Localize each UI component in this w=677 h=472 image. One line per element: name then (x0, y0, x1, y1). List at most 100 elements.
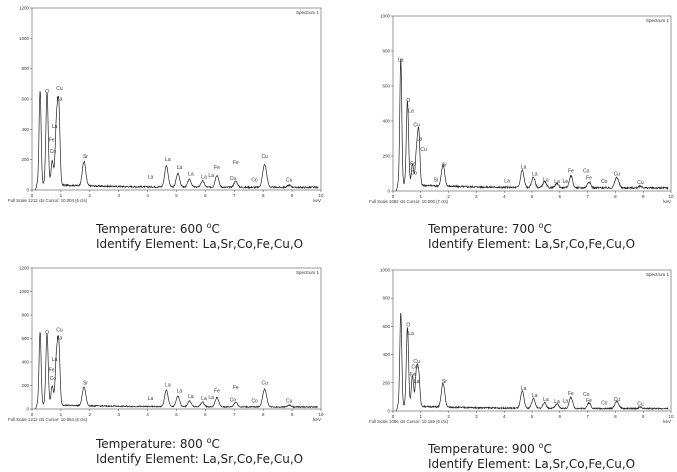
peak-label: Co (230, 176, 237, 182)
peak-label: Co (251, 399, 258, 405)
peak-label: Fe (214, 389, 220, 395)
spectrum-title: Spectrum 1 (296, 270, 320, 275)
peak-label: Fe (568, 169, 574, 175)
y-tick-label: 1200 (19, 266, 30, 271)
peak-label: La (201, 396, 207, 402)
peak-label: Co (50, 149, 57, 155)
x-tick-label: 2 (447, 414, 450, 419)
y-tick-label: 1000 (380, 268, 391, 273)
footer-text: Full Scale 1086 cts Cursor: 10.169 (6 ct… (369, 419, 449, 424)
caption-temperature: Temperature: 900 (428, 442, 535, 456)
x-tick-label: 4 (503, 194, 506, 199)
spectrum-panel-700: 0 200 400 600 800 1000 0 1 2 3 4 5 6 7 8 9 10 keV Full Sca… (367, 10, 677, 208)
plot-frame (392, 15, 672, 192)
y-tick-label: 1000 (19, 289, 30, 294)
x-tick-label: 3 (475, 194, 478, 199)
y-tick-label: 800 (21, 313, 29, 318)
y-tick-label: 600 (382, 324, 390, 329)
x-tick-label: 1 (60, 412, 63, 417)
peak-label: Le (563, 179, 569, 185)
peak-label: Cu (286, 178, 293, 184)
y-tick-label: 0 (387, 189, 390, 194)
peak-label: La (52, 124, 58, 130)
peak-label: La (521, 386, 527, 392)
plot-frame (392, 269, 672, 412)
peak-label: Fe (586, 176, 592, 182)
peak-label: Cu (261, 380, 268, 386)
y-tick-label: 400 (382, 119, 390, 124)
peak-label: Cu (637, 401, 644, 407)
y-tick-label: 0 (26, 188, 29, 193)
peak-label: Sr (442, 379, 447, 385)
spectrum-panel-600: 0 200 400 600 800 1000 1200 0 1 2 3 4 5 6 7 8 9 10 keV Full… (6, 2, 327, 207)
peak-label: Co (601, 401, 608, 407)
caption-unit: C (543, 442, 552, 456)
x-tick-label: 1 (60, 193, 63, 198)
peak-label: La (543, 397, 549, 403)
peak-label: Sr (83, 154, 88, 160)
peak-label: La (188, 172, 194, 178)
peak-label: La (521, 164, 527, 170)
peak-label: Co (411, 365, 418, 371)
peak-label: Co (583, 169, 590, 175)
x-tick-label: 0 (31, 412, 34, 417)
peak-label: La (165, 157, 171, 163)
peak-label: Cu (56, 86, 63, 92)
x-tick-label: 7 (586, 194, 589, 199)
x-tick-label: 9 (291, 193, 294, 198)
y-tick-label: 200 (382, 380, 390, 385)
x-tick-label: 0 (392, 414, 395, 419)
peak-label: Sr (442, 163, 447, 169)
peak-label: La (532, 171, 538, 177)
x-tick-label: 7 (586, 414, 589, 419)
y-tick-label: 200 (21, 157, 29, 162)
peak-label: Co (601, 179, 608, 185)
peak-label: La (208, 395, 214, 401)
y-tick-label: 1000 (380, 14, 391, 19)
peak-label: O (45, 330, 49, 336)
x-tick-label: 6 (204, 193, 207, 198)
x-tick-label: 2 (89, 193, 92, 198)
y-tick-label: 600 (382, 84, 390, 89)
peak-label: La (417, 136, 423, 142)
peak-label: Fe (49, 137, 55, 143)
peak-label: Co (50, 376, 57, 382)
peak-label: Co (583, 392, 590, 398)
spectrum-line (35, 91, 319, 191)
peak-label: Cu (56, 327, 63, 333)
peak-label: La (188, 394, 194, 400)
peak-label: La (532, 393, 538, 399)
peak-label: Cu (286, 399, 293, 405)
spectrum-panel-800: 0 200 400 600 800 1000 1200 0 1 2 3 4 5 6 7 8 9 10 keV Full… (6, 262, 327, 426)
x-tick-label: 9 (642, 194, 645, 199)
peak-label: Fe (410, 372, 416, 378)
y-tick-label: 800 (21, 66, 29, 71)
peak-label: Sr (434, 177, 439, 183)
x-tick-label: 5 (531, 414, 534, 419)
caption-temperature: Temperature: 600 (96, 222, 203, 236)
x-tick-label: 8 (614, 414, 617, 419)
peak-label: Fe (233, 385, 239, 391)
peak-label: Sr (83, 380, 88, 386)
peak-label: Fe (233, 160, 239, 166)
x-axis-label: keV (313, 417, 321, 422)
x-tick-label: 2 (447, 194, 450, 199)
y-tick-label: 0 (387, 409, 390, 414)
x-tick-label: 6 (559, 194, 562, 199)
peak-label: Cu (614, 397, 621, 403)
y-tick-label: 600 (21, 336, 29, 341)
y-tick-label: 400 (21, 360, 29, 365)
footer-text: Full Scale 1212 cts Cursor: 10.064 (6 ct… (8, 417, 88, 422)
x-tick-label: 4 (503, 414, 506, 419)
caption-elements: Identify Element: La,Sr,Co,Fe,Cu,O (428, 457, 636, 471)
caption-unit: C (543, 222, 552, 236)
peak-label: Fe (214, 165, 220, 171)
x-tick-label: 3 (475, 414, 478, 419)
x-tick-label: 10 (318, 412, 324, 417)
caption-elements: Identify Element: La,Sr,Co,Fe,Cu,O (96, 452, 304, 466)
peak-label: Co (411, 170, 418, 176)
caption-600: Temperature: 600 oC Identify Element: La… (96, 221, 304, 251)
x-tick-label: 6 (559, 414, 562, 419)
